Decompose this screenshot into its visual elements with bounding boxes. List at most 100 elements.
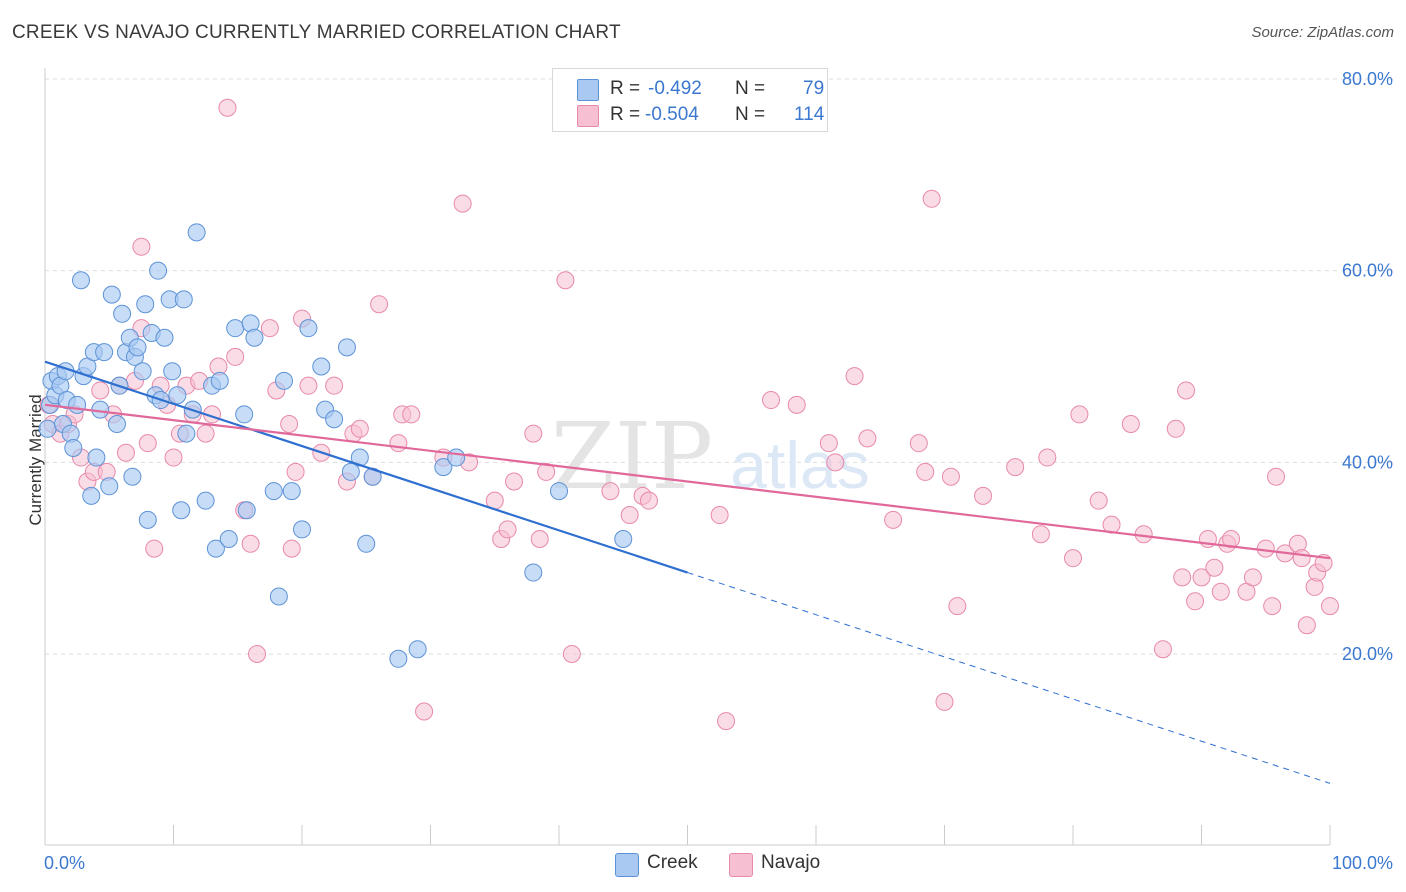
navajo-point	[819, 434, 838, 453]
creek-r-label: R =	[610, 78, 641, 99]
navajo-point	[1263, 597, 1282, 616]
navajo-r-value: -0.504	[645, 104, 699, 125]
creek-point	[155, 328, 174, 347]
y-tick-label: 80.0%	[1342, 69, 1393, 89]
legend-navajo-swatch	[729, 853, 753, 877]
navajo-point	[402, 405, 421, 424]
creek-point	[550, 482, 568, 501]
creek-point	[219, 530, 238, 548]
navajo-point	[1177, 381, 1196, 400]
creek-point	[87, 448, 106, 467]
creek-point	[226, 319, 245, 338]
creek-point	[136, 295, 155, 314]
navajo-point	[226, 347, 245, 366]
creek-n-value: 79	[803, 78, 825, 99]
creek-point	[206, 539, 225, 558]
navajo-point	[1166, 419, 1185, 438]
navajo-point	[556, 271, 575, 290]
watermark-atlas: atlas	[730, 428, 869, 502]
navajo-point	[1038, 448, 1057, 467]
creek-point	[100, 477, 119, 496]
navajo-point	[1186, 592, 1205, 611]
creek-point	[275, 371, 294, 390]
navajo-point	[138, 434, 157, 453]
navajo-point	[132, 237, 151, 256]
creek-point	[177, 424, 196, 443]
navajo-swatch	[577, 105, 599, 127]
navajo-point	[1153, 640, 1172, 659]
navajo-point	[1205, 558, 1224, 577]
navajo-point	[1192, 568, 1211, 587]
creek-point	[163, 362, 182, 381]
creek-point	[64, 438, 83, 457]
navajo-point	[498, 520, 517, 539]
navajo-point	[1292, 549, 1311, 568]
creek-n-label: N =	[735, 78, 766, 99]
creek-point	[128, 338, 147, 357]
creek-point	[614, 530, 633, 548]
creek-point	[235, 405, 254, 424]
navajo-point	[325, 376, 344, 395]
creek-point	[107, 415, 126, 433]
navajo-point	[145, 539, 164, 558]
creek-point	[524, 563, 543, 582]
navajo-n-value: 114	[794, 104, 825, 125]
navajo-point	[260, 319, 279, 338]
navajo-point	[415, 702, 434, 721]
navajo-n-label: N =	[735, 104, 766, 125]
navajo-point	[286, 462, 305, 481]
creek-point	[123, 467, 142, 486]
creek-point	[196, 491, 215, 510]
navajo-point	[1222, 530, 1241, 548]
creek-point	[293, 520, 311, 539]
navajo-point	[116, 443, 135, 462]
navajo-point	[762, 391, 781, 410]
navajo-point	[537, 462, 556, 481]
creek-point	[133, 362, 152, 381]
creek-point	[434, 458, 453, 477]
creek-point	[210, 371, 229, 390]
chart-title: CREEK VS NAVAJO CURRENTLY MARRIED CORREL…	[12, 22, 621, 43]
creek-point	[113, 304, 132, 323]
navajo-point	[1070, 405, 1089, 424]
navajo-point	[299, 376, 318, 395]
navajo-point	[787, 395, 806, 414]
navajo-point	[248, 645, 267, 663]
creek-point	[408, 640, 427, 659]
navajo-point	[845, 367, 864, 386]
navajo-point	[1321, 597, 1339, 616]
creek-point	[71, 271, 90, 290]
navajo-point	[350, 419, 369, 438]
creek-point	[95, 343, 114, 362]
navajo-point	[164, 448, 183, 467]
watermark-zip: ZIP	[551, 403, 713, 510]
creek-point	[237, 501, 256, 520]
navajo-point	[389, 434, 408, 453]
navajo-point	[1006, 458, 1025, 477]
creek-point	[149, 261, 168, 280]
stats-box: R = -0.492 N = 79 R = -0.504 N = 114	[552, 68, 828, 132]
creek-point	[174, 290, 193, 309]
creek-point	[245, 328, 264, 347]
creek-point	[264, 482, 283, 501]
navajo-point	[1089, 491, 1108, 510]
navajo-point	[1064, 549, 1082, 568]
navajo-point	[280, 415, 299, 433]
creek-point	[187, 223, 206, 242]
creek-point	[172, 501, 191, 520]
navajo-point	[948, 597, 967, 616]
creek-point	[68, 395, 87, 414]
navajo-point	[1121, 415, 1140, 433]
navajo-point	[562, 645, 581, 663]
legend-navajo-label: Navajo	[761, 852, 821, 873]
navajo-point	[530, 530, 549, 548]
creek-point	[168, 386, 187, 405]
navajo-point	[909, 434, 928, 453]
creek-point	[341, 462, 360, 481]
creek-point	[312, 357, 331, 376]
creek-r-value: -0.492	[648, 78, 702, 99]
navajo-point	[935, 692, 954, 711]
navajo-r-label: R =	[610, 104, 641, 125]
creek-point	[282, 482, 301, 501]
